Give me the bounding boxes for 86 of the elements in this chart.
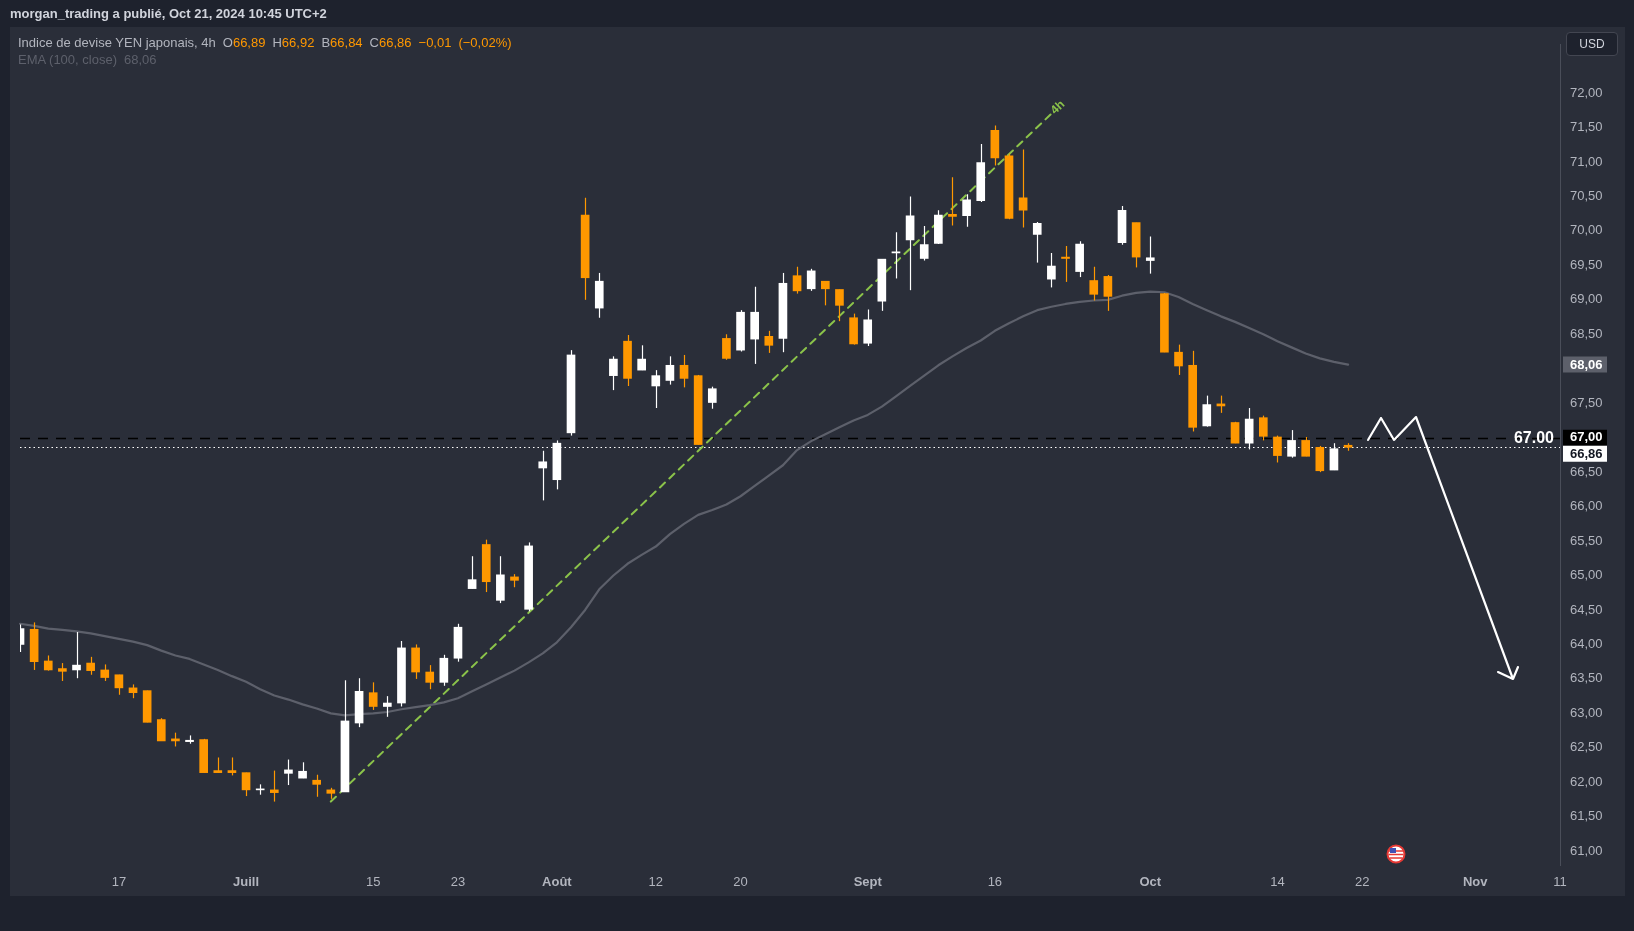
x-tick-label: Août <box>542 874 573 890</box>
x-tick-label: Sept <box>853 874 883 890</box>
candlestick <box>1315 445 1325 473</box>
y-tick-label: 62,00 <box>1570 773 1603 789</box>
text: morgan_trading a publié, Oct 21, 2024 10:45 UTC+2 <box>10 6 327 21</box>
x-tick-label: 12 <box>648 874 664 890</box>
y-tick-label: 70,50 <box>1570 188 1603 204</box>
y-tick-label: 67,50 <box>1570 394 1603 410</box>
candlestick <box>481 539 491 593</box>
y-tick-label: 68,50 <box>1570 325 1603 341</box>
candlestick <box>849 313 858 346</box>
candlestick <box>1075 240 1084 278</box>
candlestick <box>736 309 745 353</box>
candlestick <box>1244 407 1254 450</box>
candlestick <box>919 225 929 262</box>
candlestick <box>707 386 717 410</box>
y-tick-label: 62,50 <box>1570 739 1603 755</box>
candlestick <box>312 774 322 798</box>
candlestick <box>820 280 830 306</box>
ref-line-label: 67.00 <box>1513 429 1555 447</box>
candlestick <box>156 717 166 742</box>
candlestick <box>1258 415 1268 442</box>
candlestick <box>199 738 208 774</box>
candlestick <box>863 308 873 347</box>
text: O66,89 H66,92 B66,84 C66,86 −0,01 (−0,02%) <box>222 35 512 50</box>
y-tick-label: 64,00 <box>1570 636 1603 652</box>
candlestick <box>1174 344 1183 376</box>
candlestick <box>651 369 661 409</box>
x-tick-label: 11 <box>1553 874 1567 890</box>
candlestick <box>1145 235 1155 275</box>
candlestick <box>496 555 505 604</box>
x-tick-label: 14 <box>1270 874 1285 890</box>
candlestick <box>1032 221 1042 264</box>
candlestick <box>1202 395 1212 428</box>
y-tick-label: 66,00 <box>1570 498 1603 514</box>
y-tick-label: 67,00 <box>1570 429 1603 445</box>
y-tick-label: 65,50 <box>1570 532 1603 548</box>
candlestick <box>609 355 618 391</box>
x-tick-label: 16 <box>987 874 1003 890</box>
candlestick <box>368 681 378 711</box>
y-tick-label: 61,00 <box>1570 842 1603 858</box>
x-tick-label: 23 <box>450 874 466 890</box>
x-tick-label: 15 <box>365 874 381 890</box>
x-tick-label: Nov <box>1462 874 1489 890</box>
text: 4h <box>1047 97 1068 117</box>
candlestick <box>594 272 604 319</box>
annotation: 68,06 <box>1570 357 1603 373</box>
chart-title: Indice de devise YEN japonais, 4h <box>18 35 216 50</box>
y-tick-label: 69,50 <box>1570 256 1603 272</box>
candlestick <box>1301 436 1311 457</box>
candlestick <box>142 690 152 723</box>
y-tick-label: 63,00 <box>1570 704 1603 720</box>
y-tick-label: 69,00 <box>1570 291 1603 307</box>
x-tick-label: Juill <box>233 874 260 890</box>
y-tick-label: 71,50 <box>1570 119 1603 135</box>
candlestick <box>397 640 406 708</box>
candlestick <box>524 541 533 612</box>
y-tick-label: 64,50 <box>1570 601 1603 617</box>
y-tick-label: 72,00 <box>1570 84 1603 100</box>
candlestick <box>538 450 548 501</box>
ref-line-label: 66,86 <box>1570 446 1603 462</box>
candlestick <box>750 286 760 365</box>
candlestick <box>962 193 971 228</box>
candlestick <box>948 176 957 226</box>
candlestick <box>722 333 731 361</box>
y-tick-label: 71,00 <box>1570 153 1603 169</box>
candlestick <box>1160 292 1169 353</box>
x-tick-label: 22 <box>1354 874 1370 890</box>
candlestick <box>425 664 435 690</box>
candlestick <box>1273 435 1282 464</box>
candlestick <box>1089 266 1099 302</box>
y-tick-label: 61,50 <box>1570 808 1603 824</box>
candlestick <box>976 143 986 203</box>
candlestick <box>934 209 943 245</box>
x-tick-label: Oct <box>1139 874 1162 890</box>
y-tick-label: 70,00 <box>1570 222 1603 238</box>
text: USD <box>1566 32 1618 56</box>
y-tick-label: 65,00 <box>1570 567 1603 583</box>
candlestick <box>623 334 632 387</box>
y-tick-label: 63,50 <box>1570 670 1603 686</box>
candlestick <box>1188 350 1197 433</box>
candlestick <box>835 288 844 322</box>
y-tick-label: 66,50 <box>1570 463 1603 479</box>
candlestick <box>764 330 774 354</box>
x-tick-label: 17 <box>111 874 127 890</box>
x-tick-label: 20 <box>733 874 748 890</box>
